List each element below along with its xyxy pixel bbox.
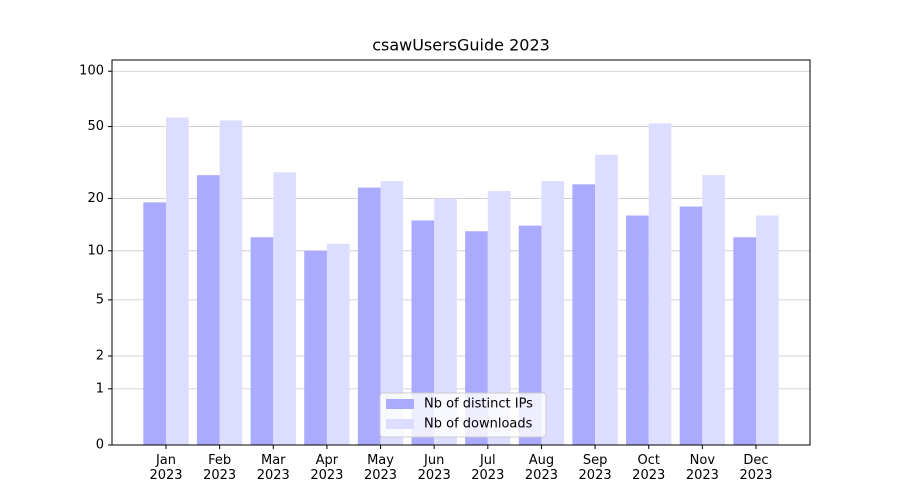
bar bbox=[487, 191, 511, 445]
bar bbox=[143, 202, 166, 445]
bar bbox=[572, 184, 596, 445]
bar bbox=[648, 123, 672, 446]
bar bbox=[326, 243, 350, 445]
y-tick-label: 20 bbox=[87, 191, 104, 206]
bar bbox=[518, 225, 542, 445]
x-tick-label: Jun 2023 bbox=[417, 453, 451, 483]
bar bbox=[250, 237, 274, 445]
bar bbox=[733, 237, 756, 445]
bar bbox=[273, 172, 296, 445]
y-tick-label: 10 bbox=[87, 243, 104, 258]
legend-box bbox=[379, 392, 547, 438]
x-tick-label: Apr 2023 bbox=[310, 453, 344, 483]
y-tick-label: 2 bbox=[96, 349, 104, 364]
x-tick-label: Nov 2023 bbox=[685, 453, 719, 483]
bar bbox=[626, 215, 649, 445]
x-tick-label: Aug 2023 bbox=[524, 453, 558, 483]
x-tick-label: Feb 2023 bbox=[203, 453, 237, 483]
bar bbox=[679, 206, 703, 445]
bar bbox=[380, 181, 404, 446]
x-tick-label: Jul 2023 bbox=[471, 453, 505, 483]
x-tick-label: Sep 2023 bbox=[578, 453, 612, 483]
bar bbox=[465, 231, 488, 445]
y-tick-label: 0 bbox=[96, 438, 104, 453]
y-tick-label: 100 bbox=[79, 64, 104, 79]
bar bbox=[357, 187, 381, 445]
bar bbox=[756, 215, 779, 445]
bar bbox=[595, 154, 618, 445]
y-tick-label: 5 bbox=[96, 292, 104, 307]
plot-frame bbox=[111, 59, 811, 446]
y-tick-label: 50 bbox=[87, 119, 104, 134]
legend-label: Nb of downloads bbox=[424, 417, 533, 432]
bar bbox=[196, 175, 220, 445]
legend-swatch bbox=[386, 399, 414, 409]
x-tick-label: May 2023 bbox=[363, 453, 398, 483]
bar bbox=[304, 250, 327, 445]
bar bbox=[411, 220, 435, 445]
legend-swatch bbox=[386, 419, 414, 429]
legend: Nb of distinct IPs Nb of downloads bbox=[379, 392, 547, 438]
chart-title: csawUsersGuide 2023 bbox=[372, 36, 550, 55]
x-tick-label: Mar 2023 bbox=[256, 453, 290, 483]
bar bbox=[434, 198, 457, 445]
x-tick-label: Oct 2023 bbox=[632, 453, 666, 483]
legend-label: Nb of distinct IPs bbox=[424, 397, 533, 412]
bar bbox=[166, 117, 189, 446]
x-tick-label: Dec 2023 bbox=[739, 453, 773, 483]
bar bbox=[702, 175, 726, 445]
x-tick-label: Jan 2023 bbox=[149, 453, 183, 483]
bar bbox=[219, 120, 243, 445]
bar bbox=[541, 181, 565, 446]
y-tick-label: 1 bbox=[96, 381, 104, 396]
